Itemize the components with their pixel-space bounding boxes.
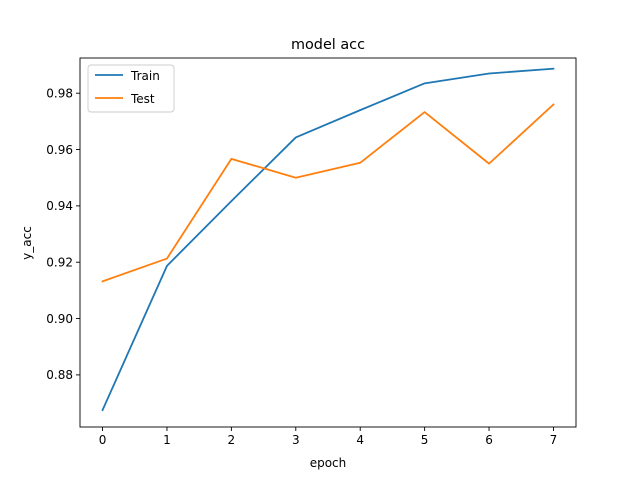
legend: Train Test — [87, 64, 175, 113]
x-tick-label: 7 — [550, 433, 558, 447]
plot-area-frame — [79, 57, 577, 428]
x-axis-ticks: 0 1 2 3 4 5 6 7 — [99, 427, 558, 447]
x-tick-label: 5 — [421, 433, 429, 447]
x-tick-label: 1 — [163, 433, 171, 447]
series-line-train — [101, 67, 555, 412]
legend-train-label: Train — [130, 69, 160, 83]
y-tick-label: 0.98 — [46, 87, 73, 101]
x-tick-label: 3 — [292, 433, 300, 447]
y-tick-label: 0.90 — [46, 312, 73, 326]
x-axis-label: epoch — [310, 456, 347, 470]
y-tick-label: 0.92 — [46, 256, 73, 270]
x-tick-label: 0 — [99, 433, 107, 447]
y-axis-ticks: 0.88 0.90 0.92 0.94 0.96 0.98 — [46, 87, 80, 382]
x-tick-label: 2 — [228, 433, 236, 447]
y-axis-label: y_acc — [20, 226, 34, 260]
chart-title: model acc — [291, 37, 365, 53]
x-tick-label: 6 — [485, 433, 493, 447]
series-line-test — [101, 103, 555, 283]
y-tick-label: 0.88 — [46, 368, 73, 382]
y-tick-label: 0.96 — [46, 143, 73, 157]
series-lines — [101, 67, 555, 412]
legend-test-label: Test — [130, 92, 155, 106]
x-tick-label: 4 — [356, 433, 364, 447]
legend-box — [87, 64, 175, 113]
y-tick-label: 0.94 — [46, 199, 73, 213]
